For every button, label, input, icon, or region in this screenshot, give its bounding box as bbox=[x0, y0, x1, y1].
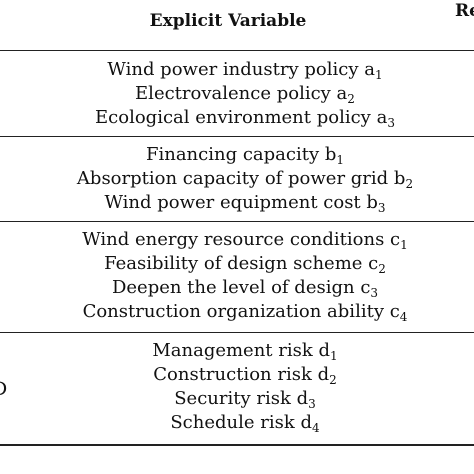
header-next-column-partial: Re bbox=[455, 1, 474, 21]
table-row: Absorption capacity of power grid b2 bbox=[76, 168, 414, 191]
table-row: Management risk d1 bbox=[152, 340, 338, 363]
group-b: Financing capacity b1 Absorption capacit… bbox=[40, 143, 450, 215]
group-divider bbox=[0, 332, 474, 333]
table-row: Ecological environment policy a3 bbox=[95, 107, 395, 130]
header-rule bbox=[0, 50, 474, 51]
group-divider bbox=[0, 221, 474, 222]
table-row: Feasibility of design scheme c2 bbox=[104, 253, 386, 276]
group-c: Wind energy resource conditions c1 Feasi… bbox=[40, 228, 450, 324]
table-row: Schedule risk d4 bbox=[170, 412, 320, 435]
left-edge-fragment: D bbox=[0, 378, 7, 400]
table-row: Wind power equipment cost b3 bbox=[104, 192, 386, 215]
table-row: Deepen the level of design c3 bbox=[111, 277, 379, 300]
table-row: Financing capacity b1 bbox=[145, 144, 345, 167]
group-d: Management risk d1 Construction risk d2 … bbox=[40, 339, 450, 435]
group-a: Wind power industry policy a1 Electroval… bbox=[40, 58, 450, 130]
bottom-rule bbox=[0, 444, 474, 446]
header-explicit-variable: Explicit Variable bbox=[149, 11, 307, 31]
table-row: Construction risk d2 bbox=[153, 364, 337, 387]
table-row: Electrovalence policy a2 bbox=[135, 83, 355, 106]
table-row: Wind power industry policy a1 bbox=[107, 59, 383, 82]
table-row: Wind energy resource conditions c1 bbox=[82, 229, 408, 252]
table-row: Security risk d3 bbox=[174, 388, 316, 411]
group-divider bbox=[0, 136, 474, 137]
table-row: Construction organization ability c4 bbox=[82, 301, 408, 324]
